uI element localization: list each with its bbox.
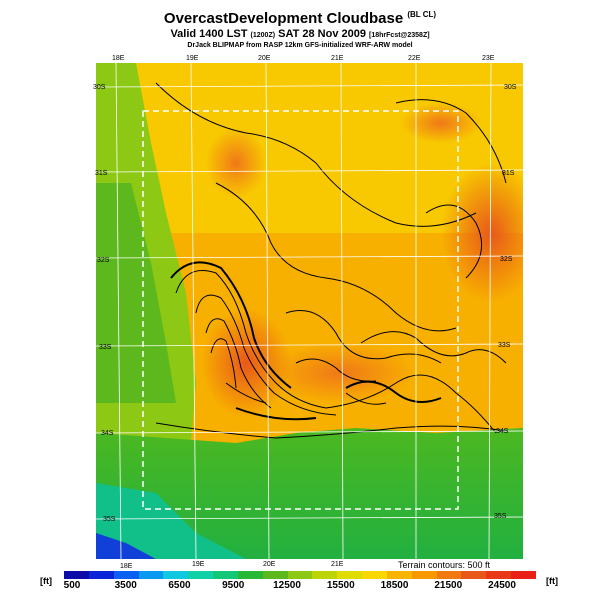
legend-swatch bbox=[64, 571, 90, 579]
title-suffix: (BL CL) bbox=[407, 10, 437, 19]
northeast-orange bbox=[401, 103, 481, 143]
legend-swatch bbox=[411, 571, 438, 579]
legend-swatch bbox=[386, 571, 413, 579]
lat-label-right-0: 30S bbox=[504, 84, 517, 91]
legend-label: 500 bbox=[63, 580, 81, 591]
lat-label-right-1: 31S bbox=[502, 170, 515, 177]
legend-swatch bbox=[262, 571, 289, 579]
legend-label: 9500 bbox=[222, 580, 245, 591]
lat-label-left-4: 34S bbox=[101, 430, 114, 437]
southwest-blue bbox=[96, 533, 156, 559]
legend-swatch bbox=[362, 571, 388, 579]
legend-swatch bbox=[163, 571, 189, 579]
model-credit: DrJack BLIPMAP from RASP 12km GFS-initia… bbox=[187, 42, 413, 49]
legend-label: 18500 bbox=[380, 580, 409, 591]
lon-label-bottom-0: 18E bbox=[120, 563, 133, 570]
lon-label-top-2: 20E bbox=[258, 55, 271, 62]
legend-swatch bbox=[486, 571, 512, 579]
lon-label-top-1: 19E bbox=[186, 55, 199, 62]
legend-swatch bbox=[113, 571, 139, 579]
lon-label-top-0: 18E bbox=[112, 55, 125, 62]
lon-label-bottom-3: 21E bbox=[331, 561, 344, 568]
legend-swatch bbox=[312, 571, 338, 579]
heavy-contours bbox=[170, 261, 442, 421]
legend-swatch bbox=[188, 571, 214, 579]
legend-swatch bbox=[88, 571, 115, 579]
lat-label-left-5: 35S bbox=[103, 516, 116, 523]
east-orange bbox=[441, 163, 523, 303]
north-orange bbox=[206, 128, 266, 198]
legend-unit-right: [ft] bbox=[546, 576, 558, 586]
legend-swatch bbox=[337, 571, 363, 579]
lat-lon-grid bbox=[96, 63, 523, 559]
color-legend-bar bbox=[64, 571, 537, 579]
legend-swatch bbox=[287, 571, 313, 579]
lon-label-top-4: 22E bbox=[408, 55, 421, 62]
map-title: OvercastDevelopment Cloudbase (BL CL) bbox=[163, 10, 437, 27]
lon-label-bottom-1: 19E bbox=[192, 561, 205, 568]
central-orange bbox=[266, 343, 416, 403]
legend-label: 15500 bbox=[326, 580, 355, 591]
cape-orange-core bbox=[201, 308, 291, 418]
legend-label: 24500 bbox=[488, 580, 516, 591]
terrain-contours bbox=[155, 82, 507, 439]
legend-swatch bbox=[461, 571, 487, 579]
legend-swatch bbox=[436, 571, 462, 579]
valid-time: Valid 1400 LST (1200Z) SAT 28 Nov 2009 [… bbox=[170, 28, 430, 40]
legend-swatch bbox=[511, 571, 537, 579]
terrain-contours-note: Terrain contours: 500 ft bbox=[398, 560, 491, 570]
legend-unit-left: [ft] bbox=[40, 576, 52, 586]
legend-swatch bbox=[138, 571, 164, 579]
lat-label-left-0: 30S bbox=[93, 84, 106, 91]
lon-label-top-5: 23E bbox=[482, 55, 495, 62]
lon-label-top-3: 21E bbox=[331, 55, 344, 62]
legend-swatch bbox=[237, 571, 264, 579]
lat-label-left-3: 33S bbox=[99, 344, 112, 351]
legend-swatch bbox=[213, 571, 239, 579]
south-coast-teal bbox=[96, 483, 246, 559]
lat-label-right-4: 34S bbox=[496, 428, 509, 435]
lat-label-right-2: 32S bbox=[500, 256, 513, 263]
legend-label: 6500 bbox=[168, 580, 191, 591]
legend-label: 3500 bbox=[114, 580, 137, 591]
lat-label-left-1: 31S bbox=[95, 170, 108, 177]
inner-domain-box bbox=[142, 110, 459, 510]
lat-label-right-3: 33S bbox=[498, 342, 511, 349]
lon-label-bottom-2: 20E bbox=[263, 561, 276, 568]
cloudbase-map bbox=[96, 63, 523, 559]
lat-label-left-2: 32S bbox=[97, 257, 110, 264]
west-coast-green bbox=[96, 183, 176, 403]
lat-label-right-5: 35S bbox=[494, 513, 507, 520]
legend-label: 21500 bbox=[434, 580, 463, 591]
legend-label: 12500 bbox=[273, 580, 301, 591]
